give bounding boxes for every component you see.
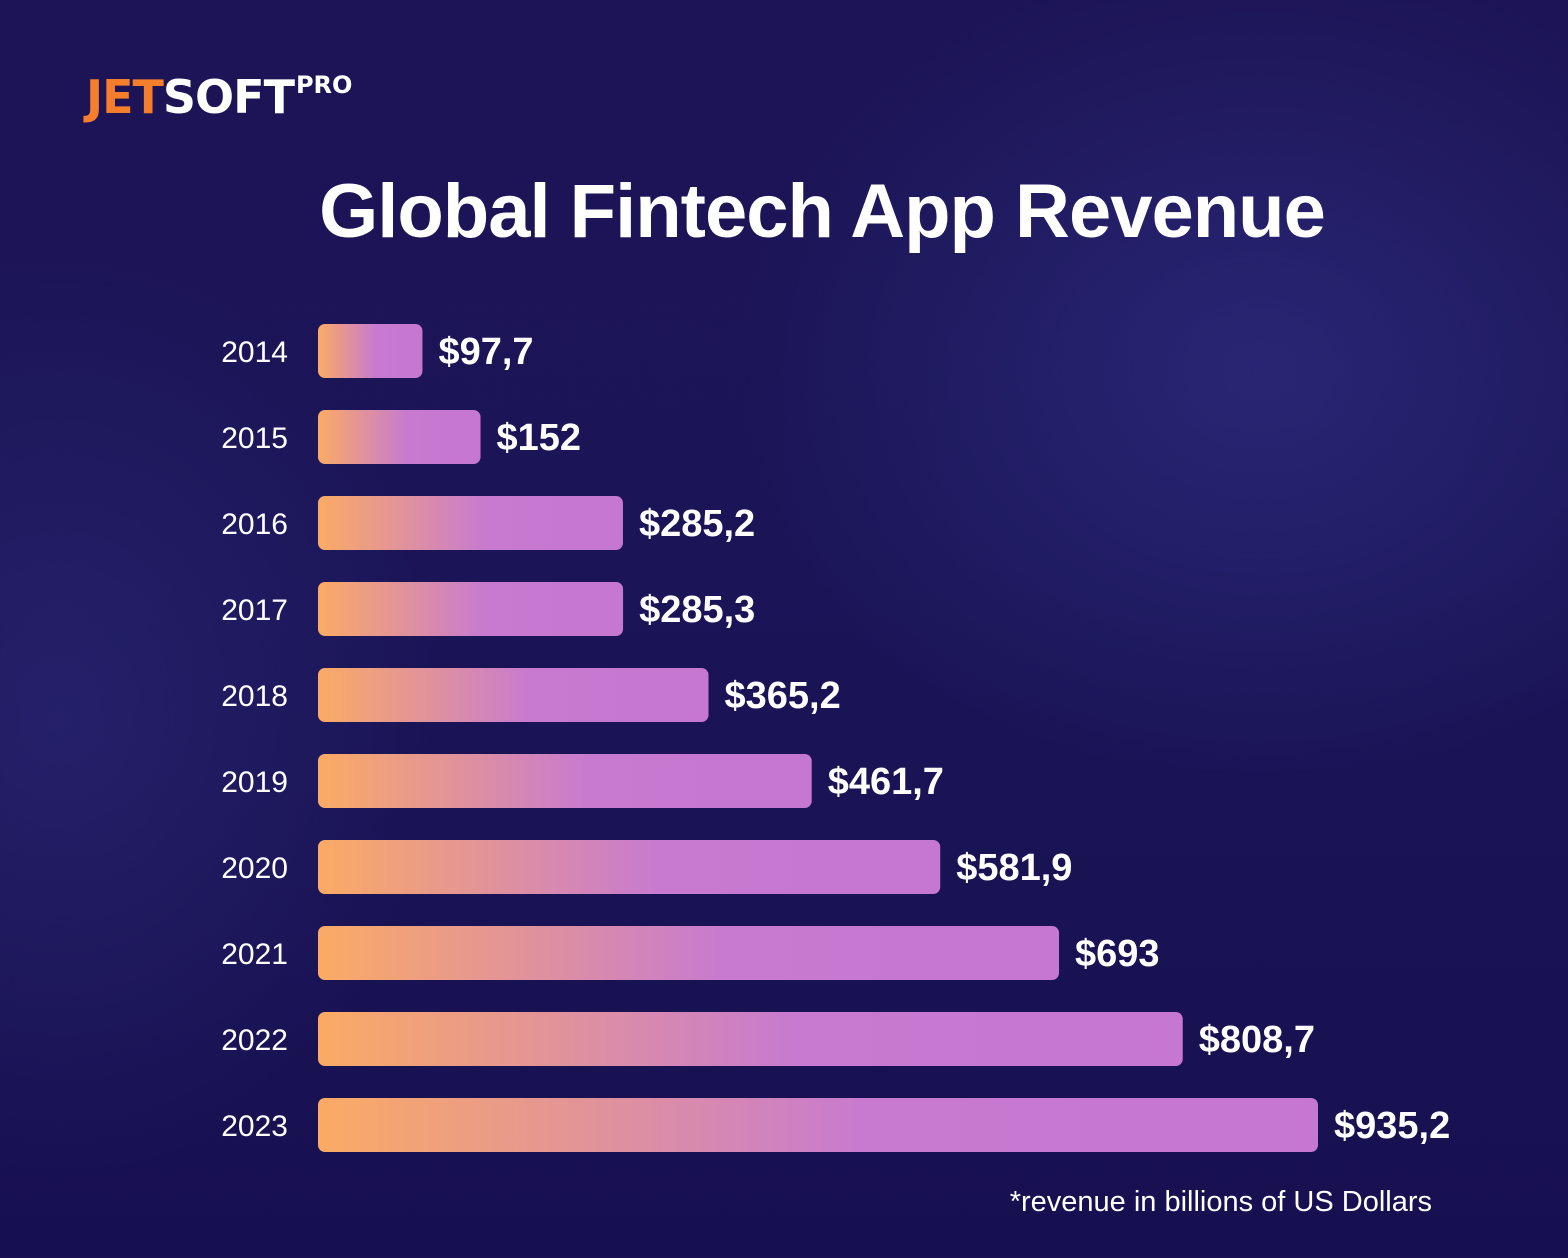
- jetsoftpro-logo: JETSOFTPRO: [86, 71, 353, 120]
- year-label-2017: 2017: [221, 594, 288, 627]
- bar-2014: [318, 324, 423, 378]
- bar-2020: [318, 840, 941, 894]
- year-label-2020: 2020: [221, 852, 288, 885]
- year-label-2016: 2016: [221, 508, 288, 541]
- value-label-2014: $97,7: [438, 331, 533, 373]
- year-label-2023: 2023: [221, 1110, 288, 1143]
- bars-group: 2014 $97,7 2015 $152 2016 $285,2 2017 $285,3 201…: [221, 324, 1450, 1152]
- value-label-2022: $808,7: [1199, 1019, 1315, 1061]
- value-label-2023: $935,2: [1334, 1105, 1450, 1147]
- bar-2023: [318, 1098, 1318, 1152]
- year-label-2021: 2021: [221, 938, 288, 971]
- value-label-2016: $285,2: [639, 503, 755, 545]
- value-label-2021: $693: [1075, 933, 1160, 975]
- value-label-2018: $365,2: [725, 675, 841, 717]
- value-label-2015: $152: [497, 417, 582, 459]
- bar-2021: [318, 926, 1060, 980]
- logo-pro-superscript: PRO: [295, 71, 353, 99]
- year-label-2014: 2014: [221, 336, 288, 369]
- year-label-2018: 2018: [221, 680, 288, 713]
- year-label-2015: 2015: [221, 422, 288, 455]
- value-label-2020: $581,9: [956, 847, 1072, 889]
- bar-2015: [318, 410, 481, 464]
- value-label-2019: $461,7: [828, 761, 944, 803]
- bar-2022: [318, 1012, 1183, 1066]
- chart-footnote: *revenue in billions of US Dollars: [1009, 1186, 1432, 1218]
- logo-jet-text: JET: [86, 70, 164, 124]
- bar-2019: [318, 754, 812, 808]
- chart-title: Global Fintech App Revenue: [319, 169, 1326, 254]
- bar-2017: [318, 582, 624, 636]
- logo-soft-text: SOFT: [162, 70, 295, 124]
- value-label-2017: $285,3: [639, 589, 755, 631]
- year-label-2022: 2022: [221, 1024, 288, 1057]
- bar-2016: [318, 496, 623, 550]
- year-label-2019: 2019: [221, 766, 288, 799]
- bar-2018: [318, 668, 709, 722]
